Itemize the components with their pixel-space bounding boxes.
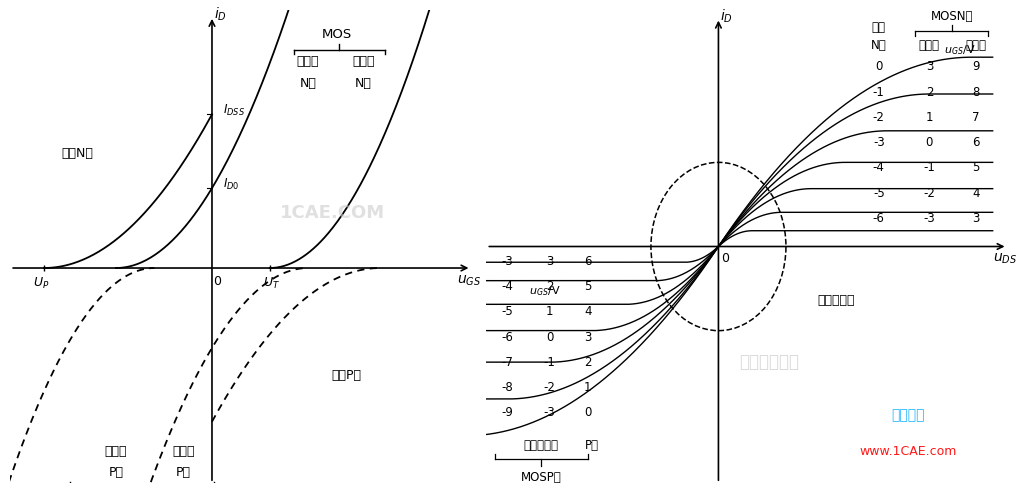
Text: www.1CAE.com: www.1CAE.com xyxy=(859,445,957,458)
Text: 3: 3 xyxy=(546,255,553,268)
Text: $i_D$: $i_D$ xyxy=(721,7,733,25)
Text: -2: -2 xyxy=(872,111,885,124)
Text: -3: -3 xyxy=(924,212,935,225)
Text: 0: 0 xyxy=(584,406,591,420)
Text: 可变电阻区: 可变电阻区 xyxy=(818,294,855,307)
Text: -6: -6 xyxy=(872,212,885,225)
Text: 0: 0 xyxy=(876,60,883,73)
Text: 0: 0 xyxy=(546,331,553,344)
Text: $u_{DS}$: $u_{DS}$ xyxy=(993,251,1018,266)
Text: 1: 1 xyxy=(926,111,933,124)
Text: -5: -5 xyxy=(872,186,885,200)
Text: 1: 1 xyxy=(546,305,553,318)
Text: 5: 5 xyxy=(972,161,980,175)
Text: 耗尽型: 耗尽型 xyxy=(919,39,940,52)
Text: $U_P$: $U_P$ xyxy=(33,276,50,290)
Text: 耗尽型: 耗尽型 xyxy=(172,446,195,458)
Text: 1CAE.COM: 1CAE.COM xyxy=(280,204,385,222)
Text: 耗尽型结型: 耗尽型结型 xyxy=(523,439,559,452)
Text: P沟: P沟 xyxy=(585,439,599,452)
Text: $U_T$: $U_T$ xyxy=(263,276,281,290)
Text: 0: 0 xyxy=(926,136,933,149)
Text: 0: 0 xyxy=(721,252,729,265)
Text: 4: 4 xyxy=(584,305,592,318)
Text: $I_{DSS}$: $I_{DSS}$ xyxy=(222,104,245,118)
Text: -4: -4 xyxy=(502,280,513,293)
Text: -6: -6 xyxy=(502,331,513,344)
Text: 6: 6 xyxy=(584,255,592,268)
Text: -2: -2 xyxy=(544,381,556,394)
Text: -7: -7 xyxy=(502,356,513,369)
Text: 结型P沟: 结型P沟 xyxy=(332,369,361,382)
Text: 7: 7 xyxy=(972,111,980,124)
Text: 增强型: 增强型 xyxy=(966,39,986,52)
Text: -2: -2 xyxy=(924,186,935,200)
Text: -1: -1 xyxy=(924,161,935,175)
Text: P沟: P沟 xyxy=(109,466,124,479)
Text: MOS: MOS xyxy=(322,28,352,40)
Text: 2: 2 xyxy=(546,280,553,293)
Text: 结型N沟: 结型N沟 xyxy=(61,147,93,160)
Text: N沟: N沟 xyxy=(355,77,372,90)
Text: 2: 2 xyxy=(584,356,592,369)
Text: $u_{GS}$: $u_{GS}$ xyxy=(457,274,481,288)
Text: 6: 6 xyxy=(972,136,980,149)
Text: $i_D$: $i_D$ xyxy=(214,6,227,24)
Text: 0: 0 xyxy=(213,275,221,288)
Text: -3: -3 xyxy=(502,255,513,268)
Text: 耗尽型: 耗尽型 xyxy=(297,55,319,68)
Text: -9: -9 xyxy=(502,406,513,420)
Text: 5: 5 xyxy=(584,280,591,293)
Text: MOSP沟: MOSP沟 xyxy=(521,471,561,484)
Text: 2: 2 xyxy=(926,86,933,99)
Text: $u_{GS}$/V: $u_{GS}$/V xyxy=(528,284,560,298)
Text: 9: 9 xyxy=(972,60,980,73)
Text: 3: 3 xyxy=(584,331,591,344)
Text: N沟: N沟 xyxy=(300,77,316,90)
Text: 增强型: 增强型 xyxy=(352,55,375,68)
Text: $u_{GS}$/V: $u_{GS}$/V xyxy=(944,43,976,57)
Text: 结型: 结型 xyxy=(871,21,886,34)
Text: $I_{D0}$: $I_{D0}$ xyxy=(222,177,239,192)
Text: 3: 3 xyxy=(972,212,980,225)
Text: 仿真在线: 仿真在线 xyxy=(892,408,925,422)
Text: P沟: P沟 xyxy=(176,466,190,479)
Text: 1: 1 xyxy=(584,381,592,394)
Text: -3: -3 xyxy=(872,136,885,149)
Text: -1: -1 xyxy=(544,356,556,369)
Text: MOSN沟: MOSN沟 xyxy=(932,10,974,23)
Text: -4: -4 xyxy=(872,161,885,175)
Text: 射频微波社区: 射频微波社区 xyxy=(739,353,799,371)
Text: 8: 8 xyxy=(972,86,980,99)
Text: -5: -5 xyxy=(502,305,513,318)
Text: -3: -3 xyxy=(544,406,556,420)
Text: -8: -8 xyxy=(502,381,513,394)
Text: 3: 3 xyxy=(926,60,933,73)
Text: 4: 4 xyxy=(972,186,980,200)
Text: 增强型: 增强型 xyxy=(104,446,127,458)
Text: N沟: N沟 xyxy=(870,39,887,52)
Text: -1: -1 xyxy=(872,86,885,99)
